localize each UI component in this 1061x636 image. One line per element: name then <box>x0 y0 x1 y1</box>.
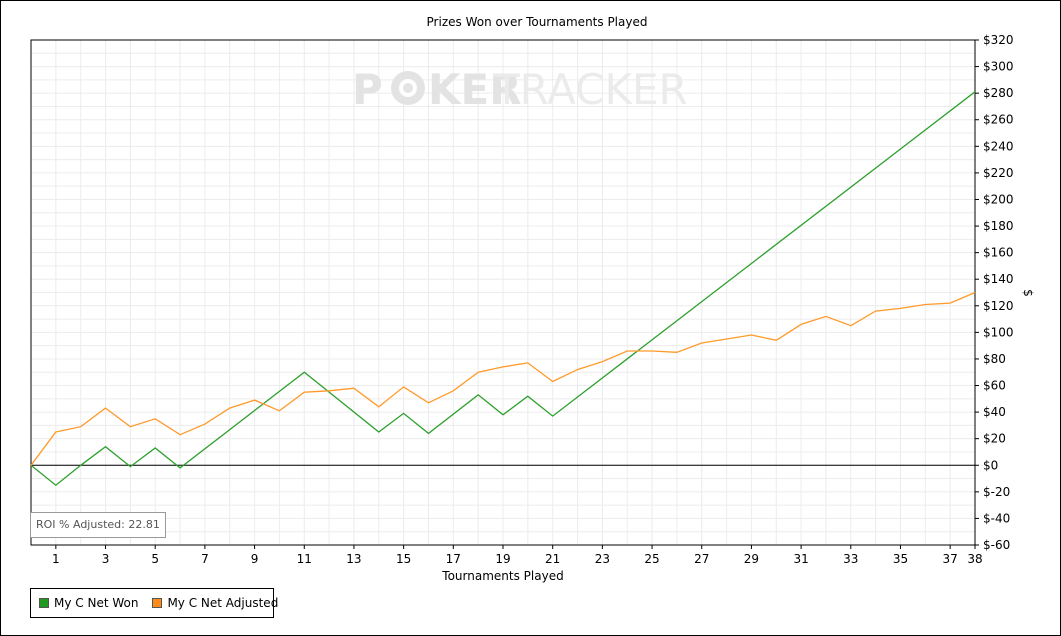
poker-chip-icon <box>391 71 425 105</box>
legend-swatch-net-won <box>39 598 49 608</box>
y-axis-ticks: $-60 $-40 $-20 $0 $20 $40 $60 $80 $100 $120 $140 $1… <box>975 33 1014 552</box>
y-tick-label: $180 <box>983 219 1014 233</box>
y-tick-label: $240 <box>983 139 1014 153</box>
y-tick-label: $140 <box>983 272 1014 286</box>
y-tick-label: $60 <box>983 379 1006 393</box>
y-tick-label: $-60 <box>983 538 1010 552</box>
y-tick-label: $300 <box>983 60 1014 74</box>
x-tick-label: 23 <box>595 552 610 566</box>
y-tick-label: $-20 <box>983 485 1010 499</box>
x-tick-label: 3 <box>102 552 110 566</box>
y-tick-label: $200 <box>983 192 1014 206</box>
x-tick-label: 25 <box>644 552 659 566</box>
legend-label-net-adjusted: My C Net Adjusted <box>167 596 279 610</box>
grid <box>31 39 976 546</box>
x-tick-label: 37 <box>943 552 958 566</box>
x-tick-label: 29 <box>744 552 759 566</box>
series-line-my-c-net-won <box>30 91 976 487</box>
watermark-poker-p: P <box>352 65 383 114</box>
legend-label-net-won: My C Net Won <box>54 596 139 610</box>
x-tick-label: 33 <box>843 552 858 566</box>
x-tick-label: 35 <box>893 552 908 566</box>
x-tick-label: 38 <box>967 552 982 566</box>
y-tick-label: $120 <box>983 299 1014 313</box>
x-tick-label: 15 <box>396 552 411 566</box>
series-line-my-c-net-adjusted <box>30 291 976 466</box>
y-tick-label: $260 <box>983 113 1014 127</box>
x-tick-label: 5 <box>151 552 159 566</box>
y-tick-label: $160 <box>983 246 1014 260</box>
legend-swatch-net-adjusted <box>152 598 163 608</box>
x-tick-label: 7 <box>201 552 209 566</box>
x-tick-label: 21 <box>545 552 560 566</box>
y-tick-label: $220 <box>983 166 1014 180</box>
y-tick-label: $320 <box>983 33 1014 47</box>
y-tick-label: $20 <box>983 432 1006 446</box>
x-tick-label: 19 <box>495 552 510 566</box>
watermark-poker-rest: KER <box>428 65 522 114</box>
x-axis-label: Tournaments Played <box>441 569 563 583</box>
x-tick-label: 11 <box>297 552 312 566</box>
chart-title: Prizes Won over Tournaments Played <box>427 15 648 29</box>
x-tick-label: 9 <box>251 552 259 566</box>
y-tick-label: $80 <box>983 352 1006 366</box>
x-tick-label: 17 <box>446 552 461 566</box>
x-tick-label: 1 <box>52 552 60 566</box>
watermark: P KER TRACKER <box>352 65 688 114</box>
y-tick-label: $-40 <box>983 511 1010 525</box>
legend: My C Net Won My C Net Adjusted <box>30 588 278 618</box>
legend-item-net-won: My C Net Won <box>39 596 138 610</box>
y-tick-label: $100 <box>983 325 1014 339</box>
roi-annotation: ROI % Adjusted: 22.81 <box>30 512 166 538</box>
y-axis-label: $ <box>1021 289 1035 297</box>
watermark-tracker: TRACKER <box>493 65 688 114</box>
y-tick-label: $280 <box>983 86 1014 100</box>
x-tick-label: 13 <box>346 552 361 566</box>
x-tick-label: 31 <box>793 552 808 566</box>
y-tick-label: $0 <box>983 458 998 472</box>
y-tick-label: $40 <box>983 405 1006 419</box>
legend-item-net-adjusted: My C Net Adjusted <box>152 596 278 610</box>
series-lines <box>30 91 976 487</box>
x-axis-ticks: 1 3 5 7 9 11 13 15 17 19 21 23 25 27 29 31 33 35 37 38 <box>52 545 983 566</box>
x-tick-label: 27 <box>694 552 709 566</box>
